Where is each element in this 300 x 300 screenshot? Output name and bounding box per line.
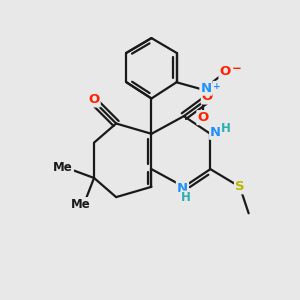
Text: O: O: [88, 93, 100, 106]
Text: S: S: [235, 180, 244, 193]
Text: N: N: [210, 126, 221, 139]
Text: N: N: [200, 82, 211, 95]
Text: O: O: [197, 111, 208, 124]
Text: +: +: [213, 82, 221, 91]
Text: O: O: [220, 65, 231, 79]
Text: Me: Me: [71, 198, 91, 211]
Text: −: −: [232, 61, 242, 75]
Text: N: N: [177, 182, 188, 195]
Text: O: O: [202, 91, 213, 103]
Text: Me: Me: [53, 161, 73, 174]
Text: H: H: [181, 191, 191, 205]
Text: H: H: [221, 122, 231, 135]
